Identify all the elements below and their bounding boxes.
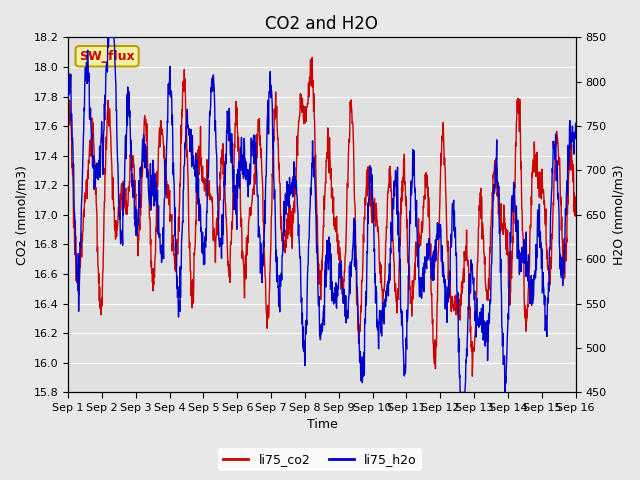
X-axis label: Time: Time <box>307 419 337 432</box>
Y-axis label: CO2 (mmol/m3): CO2 (mmol/m3) <box>15 165 28 265</box>
Text: SW_flux: SW_flux <box>79 50 135 63</box>
Title: CO2 and H2O: CO2 and H2O <box>266 15 378 33</box>
Legend: li75_co2, li75_h2o: li75_co2, li75_h2o <box>218 448 422 471</box>
Y-axis label: H2O (mmol/m3): H2O (mmol/m3) <box>612 165 625 265</box>
